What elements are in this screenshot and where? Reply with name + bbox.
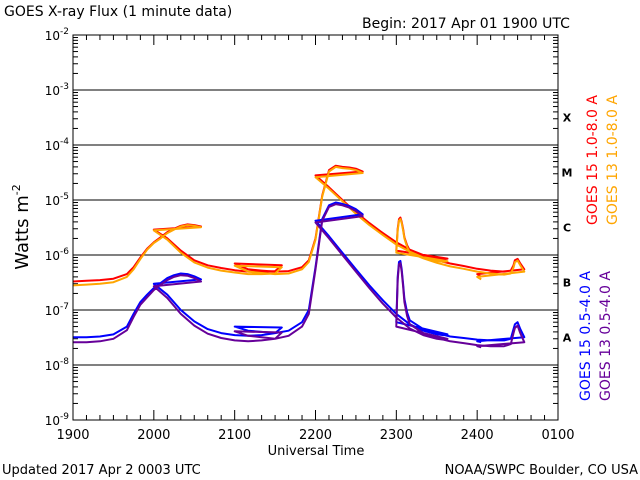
series-lines <box>72 164 526 349</box>
begin-label: Begin: 2017 Apr 01 1900 UTC <box>362 16 570 32</box>
y-axis-label-text: Watts m <box>12 195 33 269</box>
series-line <box>73 203 526 349</box>
legend-entry: GOES 15 1.0-8.0 A <box>585 95 601 225</box>
chart-title: GOES X-ray Flux (1 minute data) <box>4 4 232 20</box>
x-axis-label: Universal Time <box>268 444 365 459</box>
x-axis-ticks: 1900 2000 2100 2200 2300 2400 0100 <box>56 35 575 443</box>
flare-class-label: C <box>563 222 571 235</box>
x-tick-label: 2200 <box>299 428 332 443</box>
x-tick-label: 2400 <box>461 428 494 443</box>
x-tick-label: 1900 <box>56 428 89 443</box>
legend: GOES 15 1.0-8.0 A GOES 13 1.0-8.0 A GOES 1… <box>578 95 621 401</box>
y-tick-label: 10-7 <box>45 302 69 318</box>
series-line <box>73 201 526 344</box>
y-axis-ticks: 10-9 10-8 10-7 10-6 10-5 10-4 10-3 10-2 <box>45 27 558 428</box>
series-line <box>72 164 526 283</box>
y-tick-label: 10-4 <box>45 137 70 153</box>
legend-entry: GOES 13 0.5-4.0 A <box>598 271 614 401</box>
flare-class-label: A <box>563 332 572 345</box>
flare-class-label: M <box>562 167 573 180</box>
y-tick-label: 10-8 <box>45 357 70 373</box>
y-tick-label: 10-5 <box>45 192 69 208</box>
flare-class-label: B <box>563 277 571 290</box>
x-tick-label: 2300 <box>380 428 413 443</box>
y-tick-label: 10-2 <box>45 27 69 43</box>
y-tick-label: 10-3 <box>45 82 69 98</box>
plot-frame <box>72 34 559 421</box>
flare-class-labels: A B C M X <box>562 112 573 345</box>
legend-entry: GOES 13 1.0-8.0 A <box>605 95 621 225</box>
y-axis-label: Watts m-2 <box>10 184 33 269</box>
y-tick-label: 10-9 <box>45 412 70 428</box>
x-tick-label: 2000 <box>137 428 170 443</box>
series-line <box>72 165 526 287</box>
flare-class-label: X <box>563 112 572 125</box>
y-tick-label: 10-6 <box>45 247 70 263</box>
x-tick-label: 0100 <box>541 428 574 443</box>
x-tick-label: 2100 <box>218 428 251 443</box>
grid-lines <box>73 89 558 366</box>
credit-label: NOAA/SWPC Boulder, CO USA <box>445 463 638 478</box>
legend-entry: GOES 15 0.5-4.0 A <box>578 271 594 401</box>
y-axis-label-exponent: -2 <box>10 184 23 195</box>
updated-label: Updated 2017 Apr 2 0003 UTC <box>2 463 201 478</box>
